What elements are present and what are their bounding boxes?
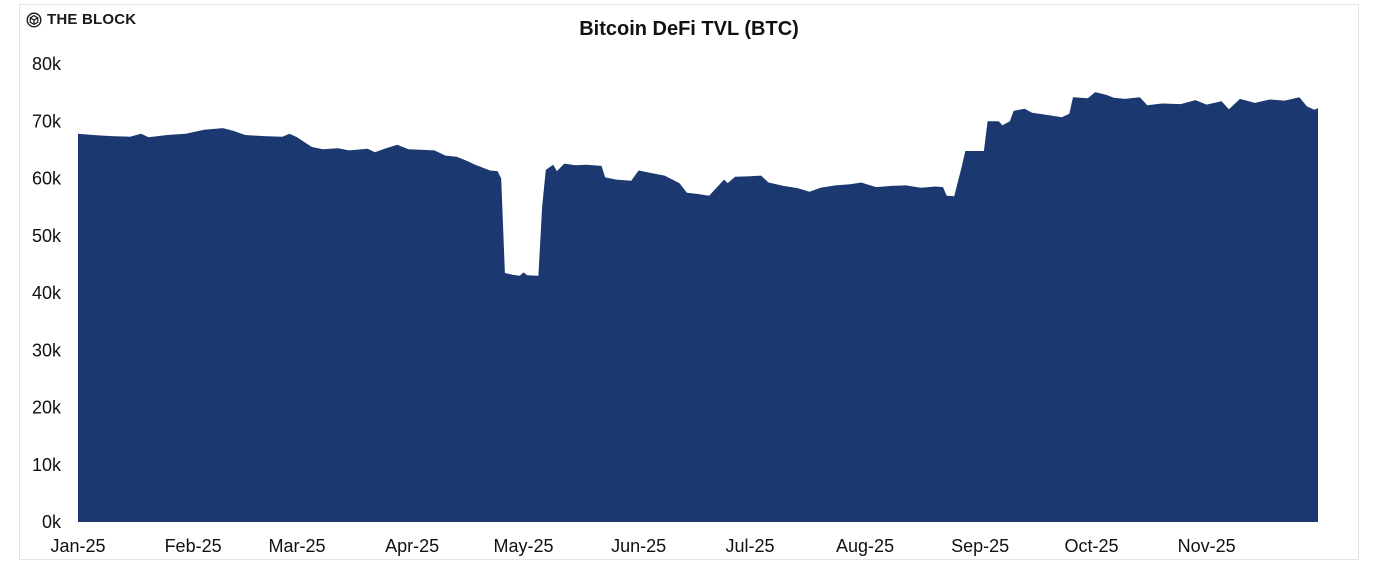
y-tick-label: 30k — [32, 340, 62, 360]
x-tick-label: Jul-25 — [725, 536, 774, 556]
x-tick-label: Jan-25 — [50, 536, 105, 556]
y-tick-label: 60k — [32, 169, 62, 189]
y-tick-label: 70k — [32, 111, 62, 131]
x-tick-label: Nov-25 — [1178, 536, 1236, 556]
x-tick-label: May-25 — [493, 536, 553, 556]
x-tick-label: Aug-25 — [836, 536, 894, 556]
y-tick-label: 40k — [32, 283, 62, 303]
chart-title: Bitcoin DeFi TVL (BTC) — [579, 18, 799, 40]
y-tick-label: 0k — [42, 512, 62, 532]
x-tick-label: Jun-25 — [611, 536, 666, 556]
x-tick-label: Sep-25 — [951, 536, 1009, 556]
x-tick-label: Mar-25 — [269, 536, 326, 556]
brand-logo: THE BLOCK — [26, 11, 136, 28]
y-tick-label: 10k — [32, 455, 62, 475]
x-tick-label: Apr-25 — [385, 536, 439, 556]
y-tick-label: 50k — [32, 226, 62, 246]
x-tick-label: Oct-25 — [1065, 536, 1119, 556]
y-tick-label: 20k — [32, 398, 62, 418]
y-tick-label: 80k — [32, 54, 62, 74]
the-block-cube-icon — [26, 11, 42, 28]
chart-frame — [19, 4, 1359, 560]
series-area-0 — [78, 92, 1318, 522]
x-tick-label: Feb-25 — [165, 536, 222, 556]
brand-name: THE BLOCK — [47, 11, 137, 28]
